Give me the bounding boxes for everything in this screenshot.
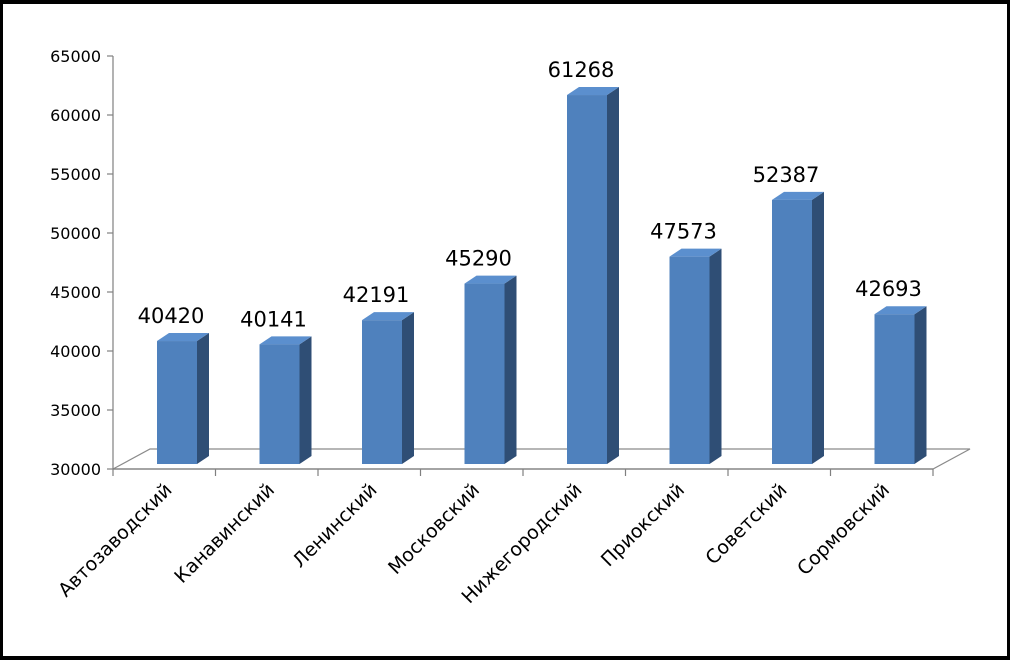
bar-side [812, 191, 824, 464]
bar-top [464, 275, 517, 284]
data-label: 52387 [753, 163, 820, 187]
bar [772, 191, 824, 464]
bar-chart: 30000 35000 40000 45000 50000 55000 60000 65000… [50, 47, 971, 608]
bar-side [607, 87, 619, 464]
bar-top [669, 248, 722, 257]
bar [362, 312, 414, 464]
bars [157, 87, 927, 464]
bar-top [259, 336, 312, 345]
y-tick-label: 30000 [50, 460, 101, 479]
bar [874, 306, 927, 464]
bar-front [567, 95, 607, 464]
axes: 30000 35000 40000 45000 50000 55000 60000 65000 [50, 47, 934, 479]
data-label: 61268 [548, 58, 615, 82]
bar [464, 275, 517, 464]
bar [259, 336, 312, 464]
bar-front [669, 256, 710, 464]
bar-front [259, 344, 300, 464]
category-label: Канавинский [170, 479, 279, 588]
category-label: Сормовский [793, 479, 894, 580]
y-tick-label: 50000 [50, 224, 101, 243]
bar-top [157, 333, 209, 342]
y-tick-label: 65000 [50, 47, 101, 66]
bar-front [874, 314, 915, 464]
floor-plane [112, 448, 971, 470]
data-label: 42191 [343, 283, 410, 307]
data-label: 47573 [650, 220, 717, 244]
bar-top [772, 191, 824, 200]
y-tick-label: 40000 [50, 342, 101, 361]
data-label: 40141 [240, 307, 307, 331]
bar-front [464, 283, 505, 464]
bar-side [299, 336, 312, 464]
category-label: Приокский [597, 479, 689, 571]
bar-front [157, 341, 197, 464]
bar-front [362, 320, 402, 464]
data-label: 45290 [445, 247, 512, 271]
bar-side [504, 275, 517, 464]
bar-side [914, 306, 927, 464]
data-label: 42693 [855, 277, 922, 301]
y-tick-label: 35000 [50, 401, 101, 420]
category-label: Автозаводский [54, 479, 176, 601]
bar [157, 333, 209, 464]
category-label: Московский [384, 479, 484, 579]
y-tick-label: 60000 [50, 106, 101, 125]
category-label: Советский [701, 479, 791, 569]
category-label: Ленинский [288, 479, 381, 572]
bar-side [709, 248, 722, 464]
bar-top [362, 312, 414, 321]
chart-floor [112, 448, 971, 470]
data-label: 40420 [138, 304, 205, 328]
bar [669, 248, 722, 464]
y-tick-label: 55000 [50, 165, 101, 184]
bar-side [402, 312, 414, 464]
y-tick-label: 45000 [50, 283, 101, 302]
bar-top [567, 87, 619, 96]
bar [567, 87, 619, 464]
bar-side [197, 333, 209, 464]
plot-area: 30000 35000 40000 45000 50000 55000 60000 65000… [3, 4, 1007, 656]
bar-front [772, 199, 812, 464]
bar-top [874, 306, 927, 315]
